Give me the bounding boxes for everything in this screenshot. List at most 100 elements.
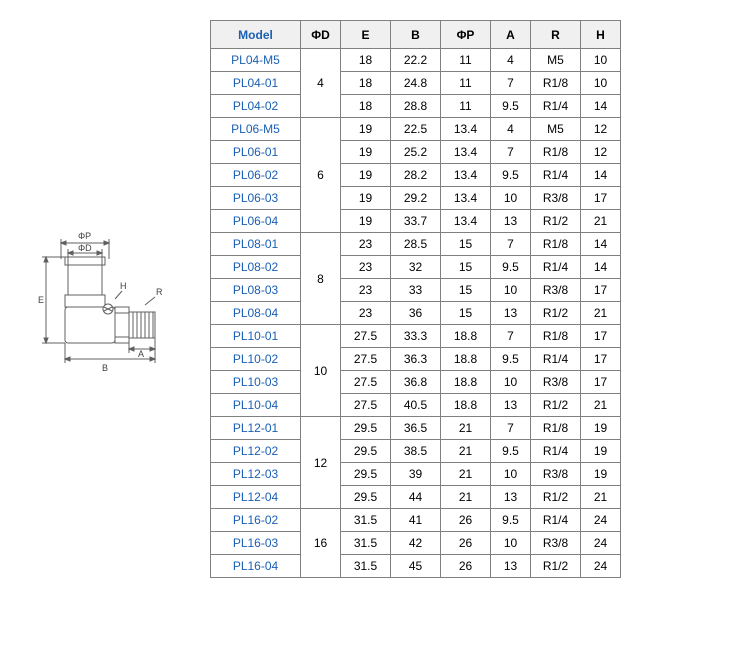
table-row: PL04-M541822.2114M510 [211, 49, 621, 72]
cell-model: PL04-02 [211, 95, 301, 118]
cell-r: R1/2 [531, 394, 581, 417]
cell-b: 42 [391, 532, 441, 555]
cell-h: 14 [581, 164, 621, 187]
table-row: PL12-0429.5442113R1/221 [211, 486, 621, 509]
cell-b: 38.5 [391, 440, 441, 463]
cell-a: 4 [491, 118, 531, 141]
cell-h: 17 [581, 279, 621, 302]
cell-b: 36 [391, 302, 441, 325]
cell-h: 12 [581, 118, 621, 141]
cell-h: 24 [581, 555, 621, 578]
cell-h: 10 [581, 72, 621, 95]
cell-e: 18 [341, 72, 391, 95]
cell-p: 13.4 [441, 210, 491, 233]
cell-r: R1/8 [531, 72, 581, 95]
table-row: PL08-022332159.5R1/414 [211, 256, 621, 279]
cell-r: R1/4 [531, 509, 581, 532]
cell-r: R3/8 [531, 279, 581, 302]
cell-e: 27.5 [341, 325, 391, 348]
cell-e: 27.5 [341, 394, 391, 417]
label-E: E [38, 295, 44, 305]
cell-b: 45 [391, 555, 441, 578]
cell-r: R1/8 [531, 141, 581, 164]
cell-a: 7 [491, 417, 531, 440]
spec-table: ModelΦDEBΦPARH PL04-M541822.2114M510PL04… [210, 20, 621, 578]
cell-p: 15 [441, 302, 491, 325]
cell-p: 26 [441, 509, 491, 532]
cell-b: 28.8 [391, 95, 441, 118]
cell-model: PL12-04 [211, 486, 301, 509]
table-row: PL16-0331.5422610R3/824 [211, 532, 621, 555]
cell-r: R1/4 [531, 440, 581, 463]
cell-a: 10 [491, 463, 531, 486]
cell-a: 9.5 [491, 440, 531, 463]
col-header: H [581, 21, 621, 49]
cell-d: 12 [301, 417, 341, 509]
table-row: PL10-011027.533.318.87R1/817 [211, 325, 621, 348]
cell-r: M5 [531, 118, 581, 141]
col-header: ΦD [301, 21, 341, 49]
col-header: E [341, 21, 391, 49]
cell-h: 19 [581, 463, 621, 486]
label-R: R [156, 287, 163, 297]
cell-h: 17 [581, 348, 621, 371]
cell-p: 13.4 [441, 187, 491, 210]
cell-h: 19 [581, 417, 621, 440]
cell-d: 10 [301, 325, 341, 417]
cell-a: 7 [491, 325, 531, 348]
cell-p: 21 [441, 417, 491, 440]
table-row: PL10-0327.536.818.810R3/817 [211, 371, 621, 394]
cell-h: 14 [581, 233, 621, 256]
cell-r: R1/4 [531, 256, 581, 279]
cell-e: 23 [341, 256, 391, 279]
cell-p: 11 [441, 72, 491, 95]
cell-model: PL06-04 [211, 210, 301, 233]
cell-r: R3/8 [531, 187, 581, 210]
cell-h: 24 [581, 509, 621, 532]
cell-a: 9.5 [491, 95, 531, 118]
cell-h: 19 [581, 440, 621, 463]
fitting-diagram: ΦP ΦD E H R B A [20, 219, 180, 379]
cell-p: 21 [441, 463, 491, 486]
cell-b: 29.2 [391, 187, 441, 210]
cell-p: 13.4 [441, 118, 491, 141]
cell-model: PL08-03 [211, 279, 301, 302]
cell-a: 10 [491, 532, 531, 555]
cell-p: 15 [441, 256, 491, 279]
cell-model: PL10-01 [211, 325, 301, 348]
cell-model: PL08-02 [211, 256, 301, 279]
cell-b: 36.3 [391, 348, 441, 371]
table-row: PL12-011229.536.5217R1/819 [211, 417, 621, 440]
label-A: A [138, 349, 144, 359]
cell-e: 29.5 [341, 417, 391, 440]
cell-e: 31.5 [341, 555, 391, 578]
cell-p: 18.8 [441, 371, 491, 394]
cell-e: 19 [341, 187, 391, 210]
cell-model: PL10-03 [211, 371, 301, 394]
cell-e: 19 [341, 210, 391, 233]
label-phiP: ΦP [78, 231, 91, 241]
cell-a: 7 [491, 141, 531, 164]
cell-e: 29.5 [341, 486, 391, 509]
cell-e: 19 [341, 141, 391, 164]
cell-r: R1/2 [531, 555, 581, 578]
col-header: B [391, 21, 441, 49]
cell-a: 10 [491, 371, 531, 394]
cell-r: R1/4 [531, 164, 581, 187]
cell-model: PL08-04 [211, 302, 301, 325]
cell-e: 29.5 [341, 440, 391, 463]
table-row: PL16-021631.541269.5R1/424 [211, 509, 621, 532]
table-row: PL04-011824.8117R1/810 [211, 72, 621, 95]
cell-b: 36.8 [391, 371, 441, 394]
cell-b: 28.2 [391, 164, 441, 187]
table-row: PL06-041933.713.413R1/221 [211, 210, 621, 233]
cell-a: 13 [491, 394, 531, 417]
table-row: PL06-031929.213.410R3/817 [211, 187, 621, 210]
cell-model: PL06-01 [211, 141, 301, 164]
col-header: A [491, 21, 531, 49]
table-row: PL10-0427.540.518.813R1/221 [211, 394, 621, 417]
cell-model: PL10-04 [211, 394, 301, 417]
cell-model: PL16-03 [211, 532, 301, 555]
cell-h: 21 [581, 394, 621, 417]
cell-h: 10 [581, 49, 621, 72]
